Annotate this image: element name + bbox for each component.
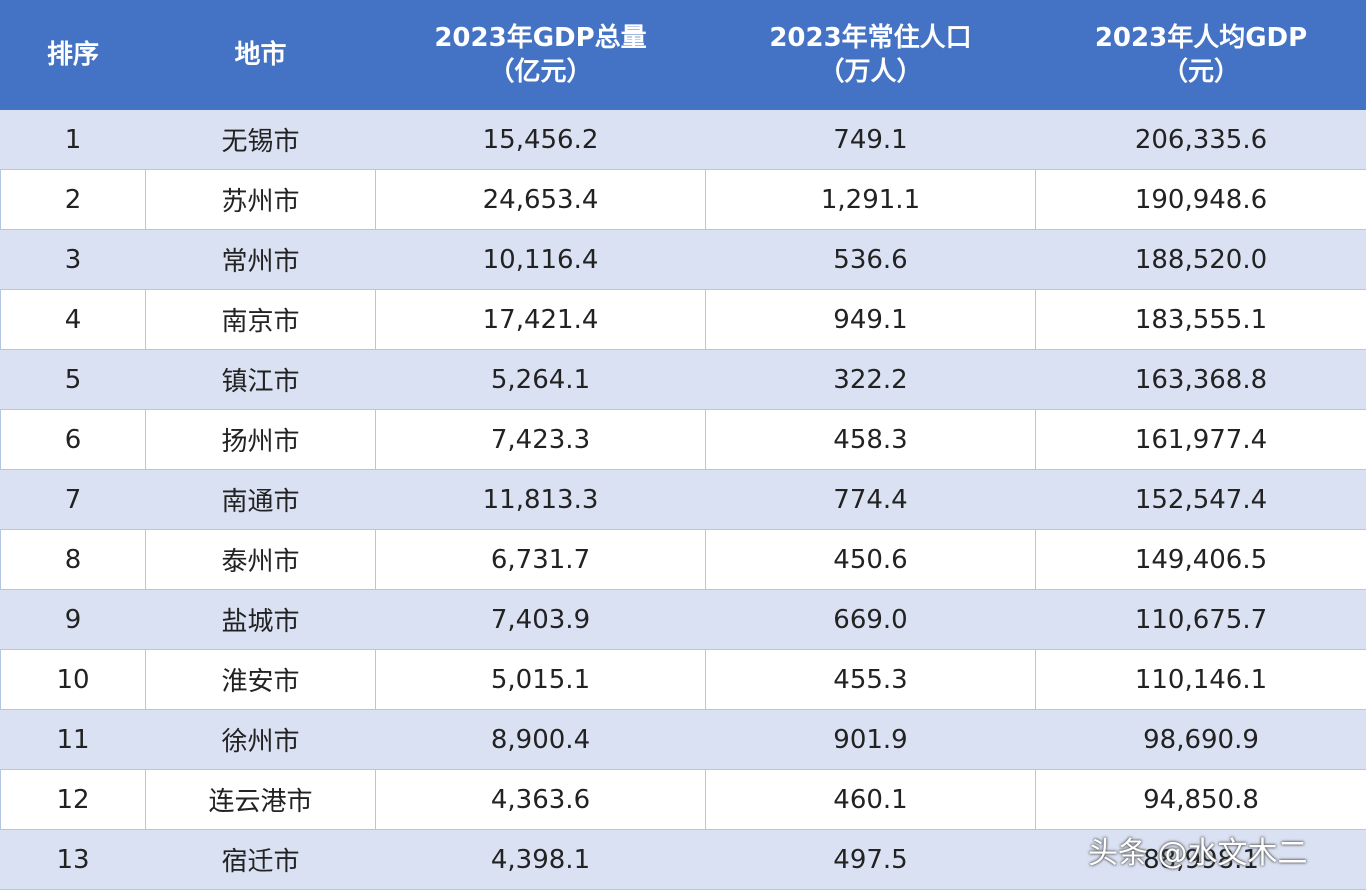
table-cell: 206,335.6: [1035, 109, 1366, 170]
table-cell: 7,403.9: [375, 589, 706, 650]
table-row: 8 泰州市 6,731.7 450.6 149,406.5: [0, 529, 1366, 590]
header-row: 排序 地市 2023年GDP总量 （亿元） 2023年常住人口 （万人） 2023年人均GD…: [0, 0, 1366, 110]
table-cell: 南通市: [145, 469, 376, 530]
table-cell: 4: [0, 289, 146, 350]
table-row: 9 盐城市 7,403.9 669.0 110,675.7: [0, 589, 1366, 650]
table-cell: 10,116.4: [375, 229, 706, 290]
table-row: 11 徐州市 8,900.4 901.9 98,690.9: [0, 709, 1366, 770]
table-cell: 南京市: [145, 289, 376, 350]
table-cell: 2: [0, 169, 146, 230]
table-cell: 669.0: [705, 589, 1036, 650]
table-cell: 13: [0, 829, 146, 890]
table-cell: 徐州市: [145, 709, 376, 770]
table-cell: 458.3: [705, 409, 1036, 470]
table-cell: 镇江市: [145, 349, 376, 410]
table-row: 10 淮安市 5,015.1 455.3 110,146.1: [0, 649, 1366, 710]
table-cell: 1: [0, 109, 146, 170]
table-cell: 苏州市: [145, 169, 376, 230]
table-cell: 6: [0, 409, 146, 470]
header-text: 地市: [234, 40, 287, 70]
table-cell: 98,690.9: [1035, 709, 1366, 770]
table-cell: 94,850.8: [1035, 769, 1366, 830]
table-row: 7 南通市 11,813.3 774.4 152,547.4: [0, 469, 1366, 530]
header-cell: 2023年常住人口 （万人）: [705, 0, 1036, 110]
header-text: （亿元）: [488, 57, 593, 87]
table-cell: 949.1: [705, 289, 1036, 350]
table-cell: 11,813.3: [375, 469, 706, 530]
table-row: 3 常州市 10,116.4 536.6 188,520.0: [0, 229, 1366, 290]
table-cell: 163,368.8: [1035, 349, 1366, 410]
table-row: 2 苏州市 24,653.4 1,291.1 190,948.6: [0, 169, 1366, 230]
table-cell: 5: [0, 349, 146, 410]
table-cell: 901.9: [705, 709, 1036, 770]
table-cell: 3: [0, 229, 146, 290]
header-text: 2023年GDP总量: [434, 23, 647, 53]
header-text: （元）: [1161, 57, 1240, 87]
header-text: 2023年人均GDP: [1094, 23, 1308, 53]
header-cell: 2023年人均GDP （元）: [1035, 0, 1366, 110]
header-text: 2023年常住人口: [769, 23, 972, 53]
table-row: 1 无锡市 15,456.2 749.1 206,335.6: [0, 109, 1366, 170]
table-cell: 常州市: [145, 229, 376, 290]
table-cell: 188,520.0: [1035, 229, 1366, 290]
table-cell: 扬州市: [145, 409, 376, 470]
table-cell: 5,264.1: [375, 349, 706, 410]
table-cell: 7,423.3: [375, 409, 706, 470]
table-cell: 15,456.2: [375, 109, 706, 170]
table-cell: 183,555.1: [1035, 289, 1366, 350]
table-cell: 749.1: [705, 109, 1036, 170]
table-cell: 322.2: [705, 349, 1036, 410]
table-cell: 774.4: [705, 469, 1036, 530]
table-cell: 110,675.7: [1035, 589, 1366, 650]
table-cell: 淮安市: [145, 649, 376, 710]
table-row: 12 连云港市 4,363.6 460.1 94,850.8: [0, 769, 1366, 830]
table-cell: 盐城市: [145, 589, 376, 650]
table-cell: 9: [0, 589, 146, 650]
table-cell: 连云港市: [145, 769, 376, 830]
table-row: 5 镇江市 5,264.1 322.2 163,368.8: [0, 349, 1366, 410]
table-cell: 455.3: [705, 649, 1036, 710]
table-cell: 190,948.6: [1035, 169, 1366, 230]
table-cell: 1,291.1: [705, 169, 1036, 230]
table-cell: 8,900.4: [375, 709, 706, 770]
table-cell: 17,421.4: [375, 289, 706, 350]
header-cell: 地市: [145, 0, 376, 110]
table-cell: 10: [0, 649, 146, 710]
table-cell: 536.6: [705, 229, 1036, 290]
table-cell: 8: [0, 529, 146, 590]
table-row: 6 扬州市 7,423.3 458.3 161,977.4: [0, 409, 1366, 470]
header-cell: 2023年GDP总量 （亿元）: [375, 0, 706, 110]
table-cell: 149,406.5: [1035, 529, 1366, 590]
table-cell: 11: [0, 709, 146, 770]
table-cell: 460.1: [705, 769, 1036, 830]
table-cell: 宿迁市: [145, 829, 376, 890]
header-cell: 排序: [0, 0, 146, 110]
watermark: 头条 @水文木二: [1088, 836, 1308, 871]
table-cell: 无锡市: [145, 109, 376, 170]
table-row: 4 南京市 17,421.4 949.1 183,555.1: [0, 289, 1366, 350]
table-cell: 88,998.1: [1035, 829, 1366, 890]
table-cell: 152,547.4: [1035, 469, 1366, 530]
table-cell: 4,363.6: [375, 769, 706, 830]
table-cell: 6,731.7: [375, 529, 706, 590]
table-cell: 497.5: [705, 829, 1036, 890]
header-text: 排序: [46, 40, 99, 70]
table-cell: 7: [0, 469, 146, 530]
table-cell: 5,015.1: [375, 649, 706, 710]
table-row: 13 宿迁市 4,398.1 497.5 88,998.1: [0, 829, 1366, 890]
table-cell: 161,977.4: [1035, 409, 1366, 470]
table-cell: 12: [0, 769, 146, 830]
table-cell: 110,146.1: [1035, 649, 1366, 710]
table-body: 1 无锡市 15,456.2 749.1 206,335.6 2 苏州市 24,653.4 1,…: [0, 109, 1366, 890]
table-cell: 泰州市: [145, 529, 376, 590]
table-cell: 450.6: [705, 529, 1036, 590]
table-cell: 4,398.1: [375, 829, 706, 890]
header-text: （万人）: [818, 57, 923, 87]
table-cell: 24,653.4: [375, 169, 706, 230]
